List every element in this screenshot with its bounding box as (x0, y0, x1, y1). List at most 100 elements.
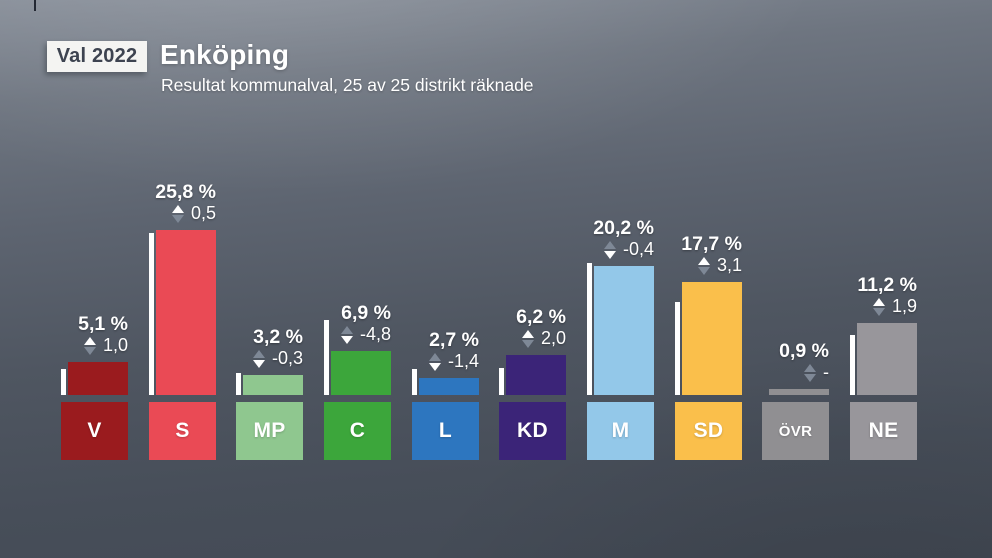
down-triangle (697, 266, 710, 275)
change-row: -4,8 (340, 324, 391, 344)
previous-result-marker-MP (236, 373, 241, 395)
previous-result-marker-C (324, 320, 329, 395)
change-row: - (779, 363, 829, 382)
percentage-label: 25,8 % (155, 181, 216, 203)
up-triangle (521, 329, 534, 338)
bar-V (68, 362, 128, 395)
party-abbreviation: KD (517, 419, 548, 442)
change-row: 1,9 (857, 297, 917, 316)
down-triangle (171, 214, 184, 223)
change-value: 2,0 (540, 328, 566, 348)
bar-value-ÖVR: 0,9 % - (779, 341, 829, 382)
party-label-M: M (587, 402, 654, 460)
arrow-down-icon (252, 349, 265, 368)
party-abbreviation: M (611, 419, 630, 442)
percentage-label: 20,2 % (593, 217, 654, 239)
page-title: Enköping (160, 39, 290, 70)
party-abbreviation: L (438, 419, 453, 442)
change-value: -0,4 (622, 239, 654, 259)
up-triangle (872, 297, 885, 306)
change-value: 0,5 (190, 203, 216, 223)
bar-M (594, 266, 654, 395)
percentage-label: 0,9 % (779, 340, 829, 362)
party-label-KD: KD (499, 402, 566, 460)
party-label-NE: NE (850, 402, 917, 460)
arrow-up-icon (521, 329, 534, 348)
change-value: -4,8 (359, 324, 391, 344)
up-triangle (804, 363, 816, 372)
down-triangle (428, 362, 441, 371)
percentage-label: 17,7 % (681, 233, 742, 255)
party-label-L: L (412, 402, 479, 460)
previous-result-marker-S (149, 233, 154, 395)
party-abbreviation: NE (868, 419, 899, 442)
party-label-C: C (324, 402, 391, 460)
party-label-V: V (61, 402, 128, 460)
bar-value-MP: 3,2 % -0,3 (252, 326, 303, 368)
bar-value-V: 5,1 % 1,0 (78, 314, 128, 355)
down-triangle (872, 307, 885, 316)
previous-result-marker-NE (850, 335, 855, 395)
party-abbreviation: MP (253, 419, 286, 442)
up-triangle (697, 256, 710, 265)
change-row: 1,0 (78, 336, 128, 355)
percentage-label: 5,1 % (78, 313, 128, 335)
arrow-down-icon (428, 352, 441, 371)
party-label-MP: MP (236, 402, 303, 460)
change-row: 2,0 (516, 329, 566, 348)
bar-L (419, 378, 479, 395)
bar-MP (243, 375, 303, 395)
election-badge-label: Val 2022 (56, 45, 138, 67)
change-value: 1,0 (102, 335, 128, 355)
change-value: 1,9 (891, 296, 917, 316)
arrow-up-icon (872, 297, 885, 316)
bar-S (156, 230, 216, 395)
previous-result-marker-M (587, 263, 592, 395)
up-triangle (252, 349, 265, 358)
party-abbreviation: ÖVR (778, 422, 813, 440)
bar-ÖVR (769, 389, 829, 395)
change-value: 3,1 (716, 255, 742, 275)
bar-value-M: 20,2 % -0,4 (593, 218, 654, 259)
top-edge-tick (34, 0, 36, 11)
bar-value-KD: 6,2 % 2,0 (516, 307, 566, 348)
arrow-up-icon (83, 336, 96, 355)
party-abbreviation: S (175, 419, 190, 442)
bar-KD (506, 355, 566, 395)
party-label-ÖVR: ÖVR (762, 402, 829, 460)
arrow-neutral-icon (804, 363, 816, 382)
page-subtitle: Resultat kommunalval, 25 av 25 distrikt … (161, 75, 534, 95)
previous-result-marker-V (61, 369, 66, 395)
arrow-down-icon (603, 240, 616, 259)
bar-SD (682, 282, 742, 395)
change-row: -0,4 (593, 240, 654, 259)
change-row: -0,3 (252, 348, 303, 368)
change-row: 0,5 (155, 204, 216, 223)
bar-value-C: 6,9 % -4,8 (340, 302, 391, 344)
bar-value-S: 25,8 % 0,5 (155, 182, 216, 223)
party-abbreviation: V (87, 419, 102, 442)
arrow-down-icon (340, 325, 353, 344)
previous-result-marker-L (412, 369, 417, 395)
bar-C (331, 351, 391, 395)
down-triangle (83, 346, 96, 355)
percentage-label: 6,9 % (341, 302, 391, 324)
change-value: - (823, 362, 829, 382)
down-triangle (521, 339, 534, 348)
change-row: 3,1 (681, 256, 742, 275)
up-triangle (340, 325, 353, 334)
change-row: -1,4 (428, 352, 479, 371)
percentage-label: 11,2 % (857, 274, 917, 296)
percentage-label: 2,7 % (429, 329, 479, 351)
party-abbreviation: SD (693, 419, 724, 442)
percentage-label: 3,2 % (253, 326, 303, 348)
party-abbreviation: C (349, 419, 366, 442)
percentage-label: 6,2 % (516, 306, 566, 328)
change-value: -0,3 (271, 348, 303, 368)
down-triangle (340, 335, 353, 344)
previous-result-marker-KD (499, 368, 504, 395)
bar-value-SD: 17,7 % 3,1 (681, 234, 742, 275)
bar-value-L: 2,7 % -1,4 (428, 329, 479, 371)
